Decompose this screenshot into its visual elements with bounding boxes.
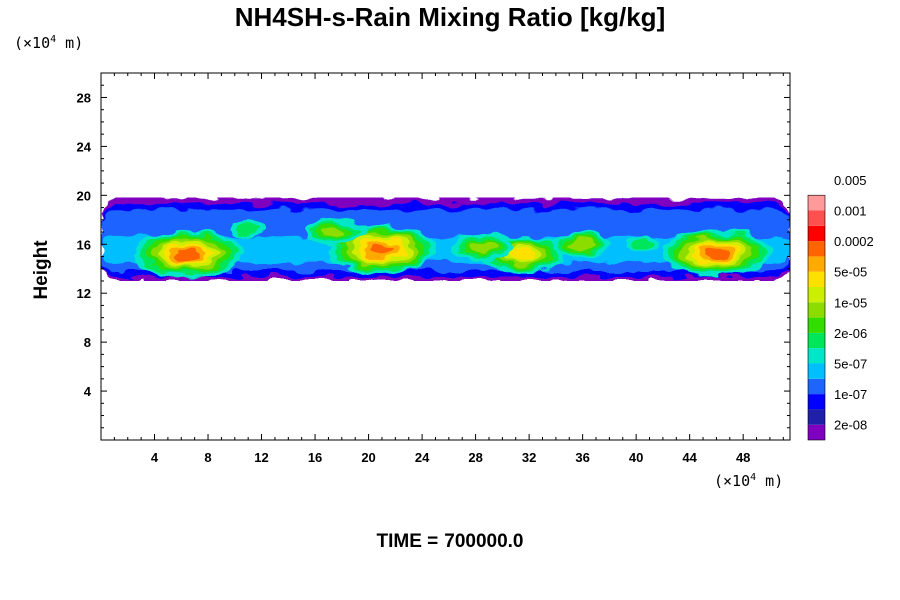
colorbar-swatch bbox=[808, 394, 825, 410]
x-tick-label: 40 bbox=[629, 450, 643, 465]
colorbar-swatch bbox=[808, 409, 825, 425]
hotspot-1-level-12 bbox=[369, 243, 394, 255]
contour-field bbox=[101, 197, 790, 281]
time-label: TIME = bbox=[376, 531, 439, 552]
y-tick-label: 4 bbox=[84, 384, 92, 399]
colorbar-label: 0.001 bbox=[834, 204, 867, 219]
hotspot-3-level-12 bbox=[704, 247, 729, 259]
x-tick-label: 8 bbox=[204, 450, 211, 465]
x-tick-label: 48 bbox=[736, 450, 750, 465]
hotspot-7-level-6 bbox=[236, 222, 261, 234]
y-tick-label: 20 bbox=[77, 188, 91, 203]
colorbar-label: 5e-07 bbox=[834, 357, 867, 372]
y-axis-unit: (×104 m) bbox=[14, 34, 83, 52]
x-unit-suffix: m) bbox=[756, 472, 784, 490]
colorbar-swatch bbox=[808, 241, 825, 257]
colorbar-swatch bbox=[808, 195, 825, 211]
hotspot-8-level-6 bbox=[630, 238, 655, 250]
colorbar-swatch bbox=[808, 210, 825, 226]
colorbar-swatch bbox=[808, 256, 825, 272]
y-tick-label: 28 bbox=[77, 90, 91, 105]
y-unit-suffix: m) bbox=[56, 34, 84, 52]
y-tick-label: 16 bbox=[77, 237, 91, 252]
hotspot-0-level-12 bbox=[175, 248, 200, 260]
hotspot-6-level-8 bbox=[570, 238, 595, 250]
colorbar-label: 0.005 bbox=[834, 173, 867, 188]
colorbar-swatch bbox=[808, 317, 825, 333]
colorbar-frame bbox=[807, 194, 826, 441]
x-tick-label: 16 bbox=[308, 450, 322, 465]
x-tick-label: 32 bbox=[522, 450, 536, 465]
y-unit-prefix: (×10 bbox=[14, 34, 51, 52]
colorbar: 2e-08 1e-07 5e-07 2e-06 1e-05 5e-05 0.0002 0.00… bbox=[807, 173, 874, 441]
colorbar-label: 2e-08 bbox=[834, 418, 867, 433]
field-layer-cyan bbox=[101, 236, 790, 263]
colorbar-label: 0.0002 bbox=[834, 234, 874, 249]
colorbar-swatch bbox=[808, 287, 825, 303]
x-tick-label: 44 bbox=[682, 450, 697, 465]
x-tick-label: 4 bbox=[151, 450, 159, 465]
colorbar-swatch bbox=[808, 225, 825, 242]
y-tick-label: 8 bbox=[84, 335, 91, 350]
colorbar-swatch bbox=[808, 348, 825, 364]
x-axis-unit: (×104 m) bbox=[714, 472, 783, 490]
colorbar-swatch bbox=[808, 302, 825, 318]
y-tick-label: 24 bbox=[77, 139, 92, 154]
hotspot-2-level-10 bbox=[510, 248, 535, 260]
colorbar-label: 1e-07 bbox=[834, 387, 867, 402]
x-tick-label: 12 bbox=[254, 450, 268, 465]
x-tick-label: 24 bbox=[415, 450, 430, 465]
colorbar-swatch bbox=[808, 332, 825, 349]
x-tick-label: 36 bbox=[575, 450, 589, 465]
time-caption: TIME = 700000.0 bbox=[0, 531, 900, 553]
y-tick-label: 12 bbox=[77, 286, 91, 301]
colorbar-swatch bbox=[808, 424, 825, 440]
colorbar-swatch bbox=[808, 378, 825, 395]
chart-title: NH4SH-s-Rain Mixing Ratio [kg/kg] bbox=[234, 2, 666, 32]
x-tick-label: 20 bbox=[361, 450, 375, 465]
x-unit-prefix: (×10 bbox=[714, 472, 751, 490]
colorbar-swatch bbox=[808, 363, 825, 379]
colorbar-label: 2e-06 bbox=[834, 326, 867, 341]
x-tick-label: 28 bbox=[468, 450, 482, 465]
colorbar-label: 1e-05 bbox=[834, 295, 867, 310]
x-unit-exponent: 4 bbox=[750, 472, 757, 483]
time-value: 700000.0 bbox=[444, 531, 524, 552]
hotspot-4-level-8 bbox=[323, 226, 348, 238]
colorbar-swatch bbox=[808, 271, 825, 287]
hotspot-5-level-8 bbox=[470, 241, 495, 253]
y-unit-exponent: 4 bbox=[50, 34, 57, 45]
colorbar-label: 5e-05 bbox=[834, 265, 867, 280]
